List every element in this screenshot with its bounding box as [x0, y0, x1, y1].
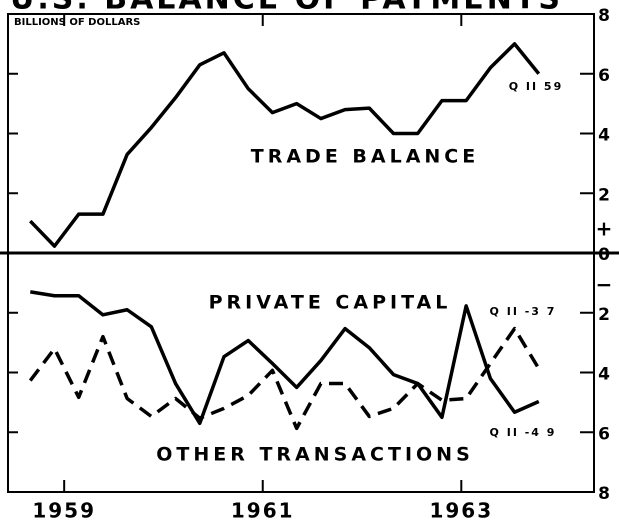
- y-tick-label: 0: [598, 245, 610, 265]
- x-tick-label: 1963: [429, 499, 493, 523]
- annotation: −: [596, 273, 613, 297]
- annotation: +: [596, 217, 613, 241]
- y-axis-label: BILLIONS OF DOLLARS: [14, 17, 140, 28]
- annotation: Q II -4 9: [490, 426, 557, 439]
- y-tick-label: 4: [598, 365, 610, 385]
- y-tick-label: 6: [598, 424, 610, 444]
- series-label: TRADE BALANCE: [251, 146, 479, 168]
- series-line: [28, 326, 541, 431]
- y-tick-label: 2: [598, 305, 610, 325]
- chart-title: U.S. BALANCE OF PAYMENTS: [10, 0, 563, 17]
- series-line: [30, 290, 540, 426]
- y-tick-label: 2: [598, 185, 610, 205]
- series-label: PRIVATE CAPITAL: [209, 292, 452, 314]
- y-tick-label: 6: [598, 66, 610, 86]
- x-tick-label: 1959: [32, 499, 96, 523]
- y-tick-label: 8: [598, 6, 610, 26]
- x-tick-label: 1961: [231, 499, 295, 523]
- series-label: OTHER TRANSACTIONS: [156, 444, 474, 466]
- y-tick-label: 4: [598, 126, 610, 146]
- annotation: Q II -3 7: [490, 305, 557, 318]
- y-tick-label: 8: [598, 484, 610, 504]
- annotation: Q II 59: [509, 80, 564, 93]
- series-line: [29, 42, 541, 248]
